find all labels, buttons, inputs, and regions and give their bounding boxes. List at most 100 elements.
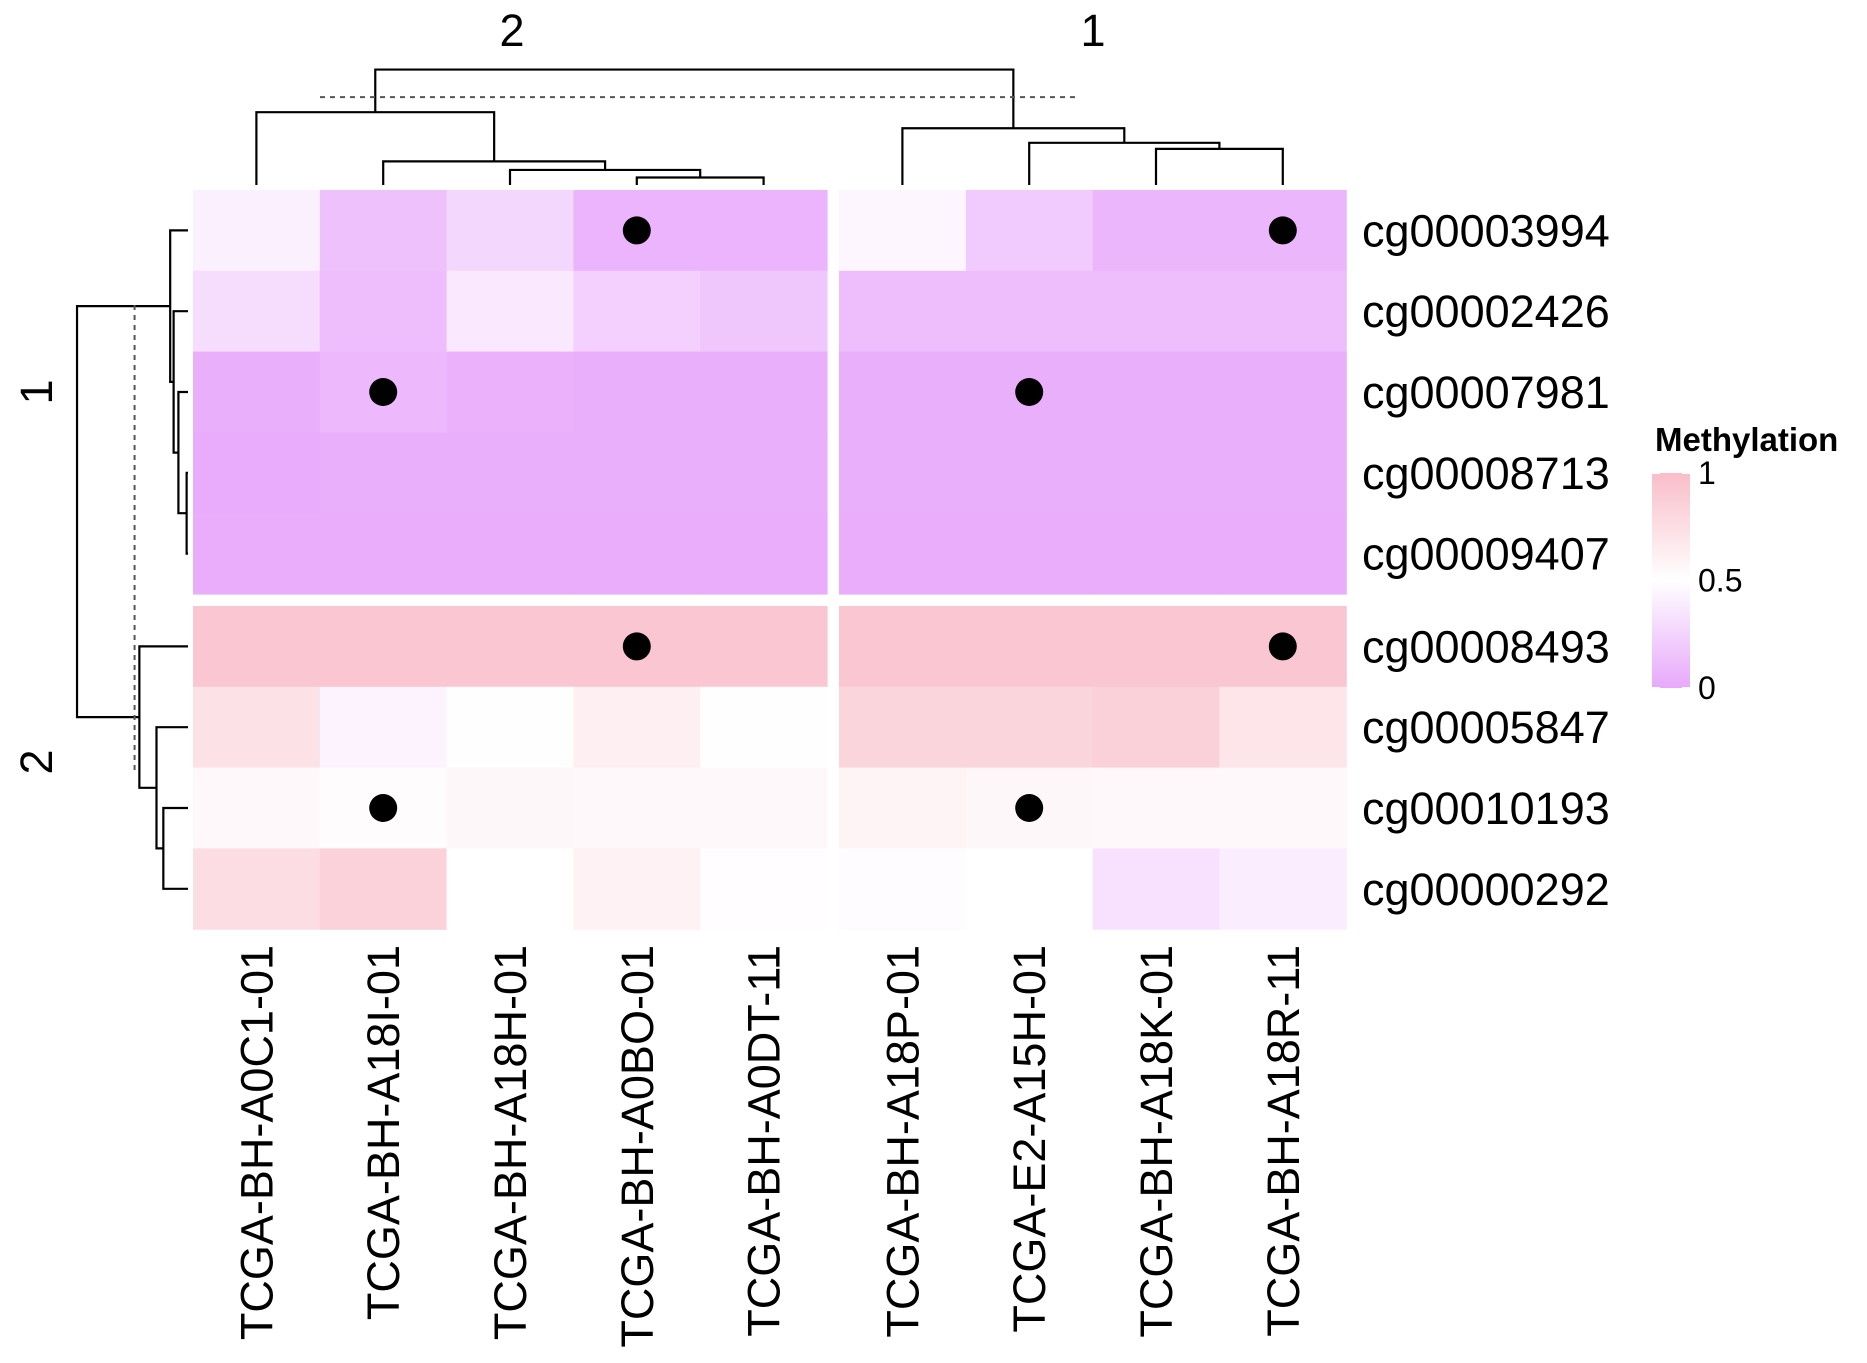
heatmap-cell	[446, 513, 574, 595]
heatmap-cell	[193, 432, 321, 514]
row-label: cg00008493	[1362, 621, 1610, 672]
column-cluster-label: 2	[499, 5, 524, 56]
column-label: TCGA-BH-A18K-01	[1131, 945, 1182, 1338]
marker-layer	[369, 216, 1297, 822]
heatmap-cell	[573, 686, 701, 769]
dendrogram-branch	[374, 68, 1015, 129]
heatmap-cell	[1219, 351, 1347, 433]
heatmap-cell	[839, 432, 967, 514]
heatmap-cell	[1092, 190, 1220, 272]
dendrogram-branch	[185, 471, 188, 555]
marker-dot	[369, 378, 398, 406]
dendrogram-branch	[172, 310, 188, 454]
legend: Methylation 1 0.5 0	[1652, 421, 1838, 706]
heatmap-cell	[1092, 606, 1220, 688]
row-cluster-label: 1	[11, 379, 62, 404]
heatmap-cell	[193, 686, 321, 769]
heatmap-cell	[319, 270, 448, 353]
heatmap-cell	[193, 848, 321, 930]
heatmap-cell	[1219, 767, 1347, 849]
heatmap-cell	[319, 513, 448, 595]
dendrogram-branch	[162, 806, 188, 890]
heatmap-cell	[965, 848, 1094, 930]
column-label: TCGA-BH-A18H-01	[485, 945, 536, 1340]
heatmap-cell	[965, 432, 1094, 514]
heatmap-cell	[700, 848, 828, 930]
legend-tick-label: 0.5	[1698, 563, 1742, 599]
heatmap-cell	[193, 767, 321, 849]
heatmap-cell	[965, 190, 1094, 272]
heatmap-cell	[1092, 270, 1220, 353]
marker-dot	[1015, 794, 1044, 822]
marker-dot	[1268, 216, 1297, 245]
heatmap-cell	[573, 767, 701, 849]
heatmap-cells	[193, 190, 1347, 930]
heatmap-cell	[1092, 432, 1220, 514]
heatmap-cell	[965, 686, 1094, 769]
heatmap-cell	[1219, 848, 1347, 930]
heatmap-cell	[319, 848, 448, 930]
column-label: TCGA-BH-A18R-11	[1258, 945, 1309, 1337]
column-label: TCGA-BH-A0C1-01	[231, 945, 282, 1340]
column-label: TCGA-BH-A18I-01	[358, 945, 409, 1320]
heatmap-cell	[1219, 432, 1347, 514]
heatmap-cell	[446, 848, 574, 930]
heatmap-cell	[573, 513, 701, 595]
heatmap-cell	[1219, 270, 1347, 353]
dendrogram-branch	[382, 160, 607, 185]
heatmap-cell	[839, 848, 967, 930]
marker-dot	[369, 794, 398, 822]
heatmap-cell	[839, 606, 967, 688]
cluster-labels: 2 1 1 2	[11, 5, 1106, 775]
heatmap-cell	[193, 190, 321, 272]
heatmap-cell	[700, 190, 828, 272]
column-dendrogram	[255, 68, 1284, 185]
row-label: cg00008713	[1362, 448, 1610, 499]
heatmap-cell	[446, 190, 574, 272]
heatmap-cell	[1092, 513, 1220, 595]
heatmap-cell	[1092, 351, 1220, 433]
row-label: cg00000292	[1362, 864, 1610, 915]
column-label: TCGA-BH-A0BO-01	[612, 945, 663, 1348]
row-labels: cg00003994 cg00002426 cg00007981 cg00008713…	[1362, 205, 1610, 914]
column-label: TCGA-BH-A18P-01	[877, 945, 928, 1338]
heatmap-cell	[965, 513, 1094, 595]
marker-dot	[1015, 378, 1044, 406]
row-label: cg00005847	[1362, 702, 1610, 753]
heatmap-cell	[446, 606, 574, 688]
column-label: TCGA-BH-A0DT-11	[739, 945, 790, 1337]
dendrogram-branch	[75, 305, 171, 719]
heatmap-cell	[573, 432, 701, 514]
heatmap-cell	[573, 848, 701, 930]
heatmap-cell	[965, 270, 1094, 353]
column-labels: TCGA-BH-A0C1-01 TCGA-BH-A18I-01 TCGA-BH-A1…	[231, 945, 1308, 1348]
marker-dot	[1268, 632, 1297, 661]
marker-dot	[622, 216, 651, 245]
row-label: cg00010193	[1362, 783, 1610, 834]
heatmap-cell	[839, 351, 967, 433]
row-label: cg00007981	[1362, 367, 1610, 418]
heatmap-cell	[319, 190, 448, 272]
column-label: TCGA-E2-A15H-01	[1004, 945, 1055, 1333]
row-label: cg00009407	[1362, 529, 1610, 580]
heatmap-cell	[700, 606, 828, 688]
row-label: cg00002426	[1362, 286, 1610, 337]
heatmap-cell	[319, 686, 448, 769]
dendrogram-branch	[138, 645, 188, 789]
heatmap-cell	[446, 270, 574, 353]
heatmap-cell	[700, 513, 828, 595]
heatmap-cell	[193, 606, 321, 688]
heatmap-cell	[446, 432, 574, 514]
marker-dot	[622, 632, 651, 661]
dendrogram-branch	[1154, 147, 1284, 185]
dendrogram-branch	[155, 726, 188, 850]
heatmap-cell	[193, 351, 321, 433]
heatmap-cell	[193, 270, 321, 353]
heatmap-cell	[965, 606, 1094, 688]
heatmap-cell	[700, 767, 828, 849]
row-dendrogram	[75, 229, 188, 890]
heatmap-cell	[839, 686, 967, 769]
heatmap-cell	[573, 270, 701, 353]
heatmap-cell	[446, 686, 574, 769]
dendrogram-branch	[255, 111, 496, 185]
